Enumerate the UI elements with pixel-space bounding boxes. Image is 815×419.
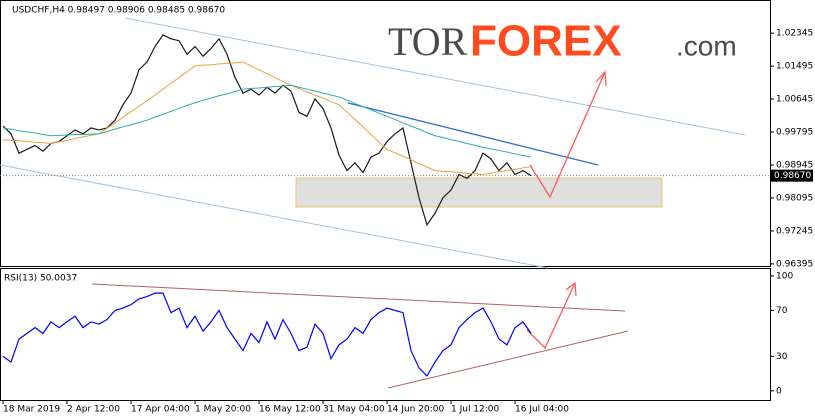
logo-com: .com xyxy=(676,30,737,61)
channel-bottom xyxy=(0,164,549,269)
y-tick-label: 0.99795 xyxy=(776,128,813,138)
forecast-arrow xyxy=(529,71,606,199)
price-title: USDCHF,H4 0.98497 0.98906 0.98485 0.9867… xyxy=(12,6,225,16)
rsi-support xyxy=(387,330,629,389)
y-tick-label: 30 xyxy=(776,352,788,362)
last-price-label: 0.98670 xyxy=(774,171,811,181)
resistance-line xyxy=(347,102,599,166)
logo: TOR FOREX .com xyxy=(388,17,737,66)
rsi-panel xyxy=(0,268,771,401)
price-panel xyxy=(0,0,771,267)
logo-forex: FOREX xyxy=(470,17,622,66)
y-tick-label: 0.97245 xyxy=(776,226,813,236)
last-price-box xyxy=(771,169,813,182)
arrow-head xyxy=(595,70,607,87)
rsi-resistance xyxy=(91,283,626,312)
y-tick-label: 0 xyxy=(776,386,782,396)
channel-top xyxy=(124,17,746,136)
x-tick-label: 31 May 04:00 xyxy=(323,405,385,415)
x-tick-label: 1 May 20:00 xyxy=(195,405,251,415)
annotations xyxy=(0,17,746,389)
x-tick-label: 18 Mar 2019 xyxy=(3,405,60,415)
y-tick-label: 0.96395 xyxy=(776,259,813,269)
y-tick-label: 1.01495 xyxy=(776,62,813,72)
rsi-forecast-arrow xyxy=(526,282,576,350)
x-tick-label: 1 Jul 12:00 xyxy=(451,405,500,415)
y-tick-label: 0.98095 xyxy=(776,193,813,203)
logo-tor: TOR xyxy=(388,19,468,64)
arrow-head xyxy=(565,281,577,297)
x-tick-label: 17 Apr 04:00 xyxy=(131,405,190,415)
x-tick-label: 16 May 12:00 xyxy=(259,405,321,415)
x-tick-label: 14 Jun 20:00 xyxy=(387,405,444,415)
x-tick-label: 2 Apr 12:00 xyxy=(67,405,120,415)
x-tick-label: 16 Jul 04:00 xyxy=(515,405,569,415)
rsi-title: RSI(13) 50.0037 xyxy=(4,274,77,284)
y-tick-label: 0.98945 xyxy=(776,160,813,170)
series-line xyxy=(2,292,532,377)
y-tick-label: 1.00645 xyxy=(776,95,813,105)
support-zone xyxy=(295,177,663,208)
series-line xyxy=(2,84,532,158)
y-tick-label: 70 xyxy=(776,306,788,316)
y-tick-label: 1.02345 xyxy=(776,29,813,39)
y-tick-label: 100 xyxy=(776,271,793,281)
series-line xyxy=(2,61,532,175)
